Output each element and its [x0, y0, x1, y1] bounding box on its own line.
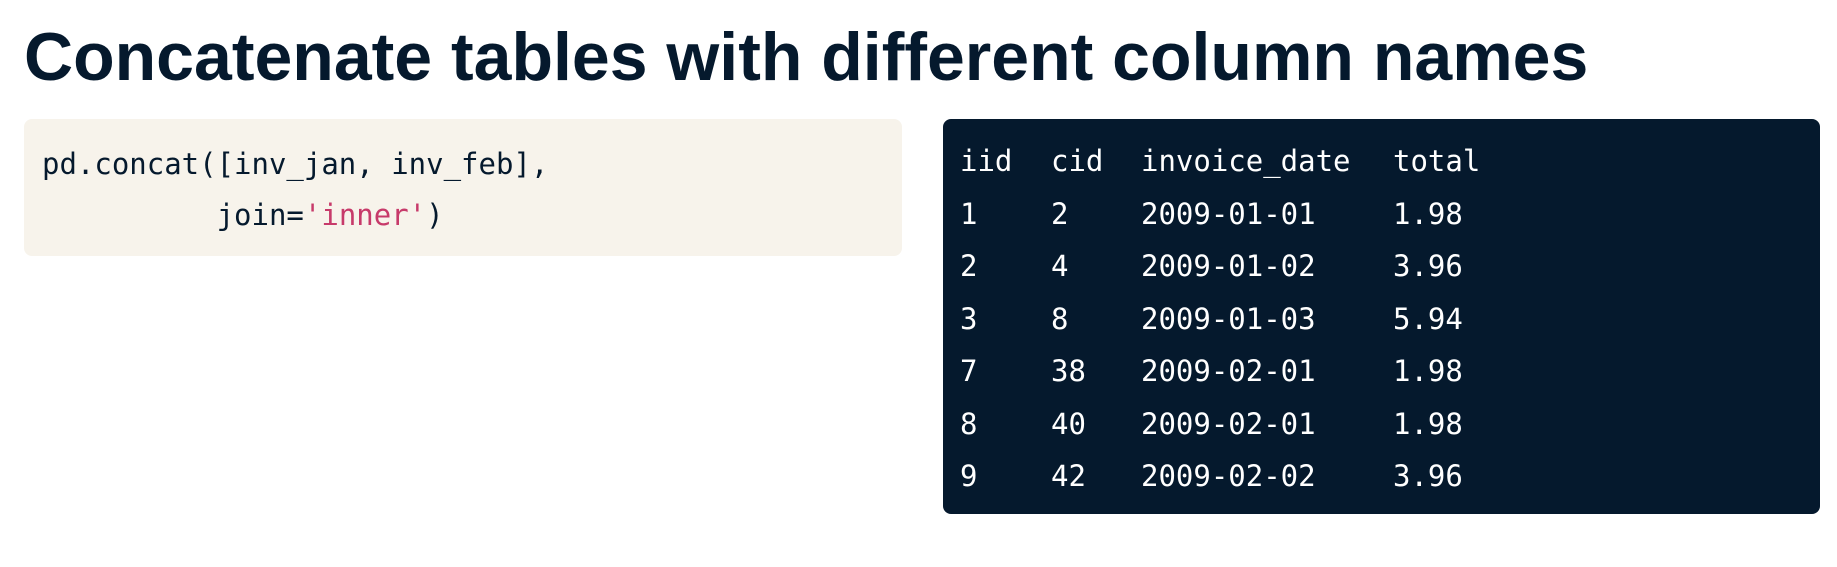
table-cell: 2 — [960, 249, 978, 284]
table-cell: 3.96 — [1393, 459, 1463, 494]
table-cell: 3 — [960, 301, 978, 336]
table-cell: 1.98 — [1393, 354, 1463, 389]
table-row: 7 38 2009-02-01 1.98 — [960, 345, 1513, 398]
table-row: 1 2 2009-01-01 1.98 — [960, 188, 1513, 241]
table-cell: 40 — [1051, 406, 1086, 441]
column-header-invoice-date: invoice_date — [1141, 144, 1351, 179]
table-cell: 1 — [960, 196, 978, 231]
code-line-2: join='inner') — [42, 190, 884, 241]
table-cell: 38 — [1051, 354, 1086, 389]
table-cell: 8 — [1051, 301, 1069, 336]
slide-title: Concatenate tables with different column… — [24, 19, 1589, 95]
code-text: join= — [42, 198, 304, 232]
table-cell: 8 — [960, 406, 978, 441]
table-cell: 2 — [1051, 196, 1069, 231]
table-cell: 5.94 — [1393, 301, 1463, 336]
output-block: iid cid invoice_date total 1 2 2009-01-0… — [943, 119, 1820, 514]
table-cell: 2009-01-03 — [1141, 301, 1316, 336]
column-header-iid: iid — [960, 144, 1013, 179]
code-text: ) — [426, 198, 444, 232]
table-cell: 4 — [1051, 249, 1069, 284]
table-cell: 3.96 — [1393, 249, 1463, 284]
table-cell: 42 — [1051, 459, 1086, 494]
table-header-row: iid cid invoice_date total — [960, 135, 1513, 188]
table-cell: 2009-02-01 — [1141, 406, 1316, 441]
table-row: 8 40 2009-02-01 1.98 — [960, 398, 1513, 451]
column-header-cid: cid — [1051, 144, 1104, 179]
table-cell: 1.98 — [1393, 406, 1463, 441]
table-cell: 2009-02-01 — [1141, 354, 1316, 389]
code-line-1: pd.concat([inv_jan, inv_feb], — [42, 139, 884, 190]
table-row: 2 4 2009-01-02 3.96 — [960, 240, 1513, 293]
table-row: 9 42 2009-02-02 3.96 — [960, 450, 1513, 503]
result-table: iid cid invoice_date total 1 2 2009-01-0… — [960, 135, 1513, 503]
table-cell: 1.98 — [1393, 196, 1463, 231]
table-cell: 2009-01-01 — [1141, 196, 1316, 231]
column-header-total: total — [1393, 144, 1481, 179]
table-cell: 7 — [960, 354, 978, 389]
code-block: pd.concat([inv_jan, inv_feb], join='inne… — [24, 119, 902, 256]
code-string-literal: 'inner' — [303, 198, 427, 232]
table-row: 3 8 2009-01-03 5.94 — [960, 293, 1513, 346]
table-cell: 2009-02-02 — [1141, 459, 1316, 494]
code-text: pd.concat([inv_jan, inv_feb], — [42, 147, 549, 181]
table-cell: 2009-01-02 — [1141, 249, 1316, 284]
table-cell: 9 — [960, 459, 978, 494]
